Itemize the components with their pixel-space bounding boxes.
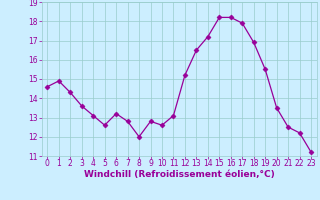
X-axis label: Windchill (Refroidissement éolien,°C): Windchill (Refroidissement éolien,°C) [84,170,275,179]
